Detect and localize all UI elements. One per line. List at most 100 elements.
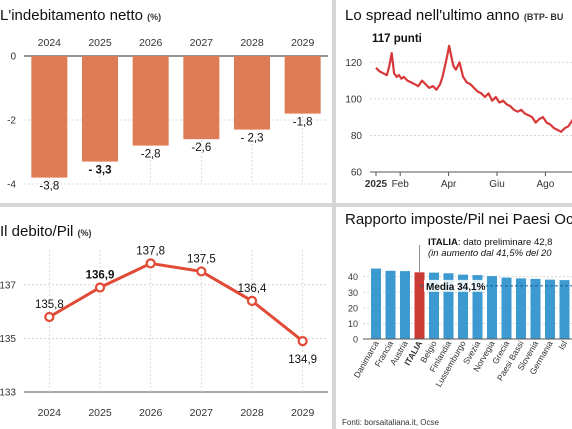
tax-bar: [545, 279, 555, 339]
tax-bar: [472, 275, 483, 339]
debt-value-label: 137,5: [187, 253, 216, 265]
spread-ytick-label: 80: [351, 131, 363, 142]
spread-annotation: 117 punti: [372, 33, 422, 45]
tax-bar: [414, 272, 425, 339]
deficit-category-label: 2029: [291, 37, 315, 49]
deficit-value-label: -2,6: [191, 142, 211, 154]
deficit-title-unit: (%): [147, 12, 162, 22]
spread-xtick-label: Giu: [489, 179, 505, 190]
tax-chart: 010203040DanimarcaFranciaAustriaITALIABe…: [342, 237, 572, 427]
deficit-panel: L'indebitamento netto (%) 0 -2 -4 2024 -3,8 2…: [0, 0, 332, 203]
spread-chart: 60 80 100 120 2025 Feb Apr Giu Ago 117 punti: [345, 33, 572, 190]
tax-panel: Rapporto imposte/Pil nei Paesi Oc 0 10 20 3…: [336, 207, 572, 429]
debt-point: [94, 282, 106, 293]
deficit-category-label: 2025: [88, 37, 112, 49]
spread-ytick-label: 100: [345, 94, 362, 105]
tax-bar: [516, 278, 526, 339]
spread-xtick-label: 2025: [365, 179, 388, 190]
debt-category-label: 2027: [190, 407, 214, 419]
tax-ytick-label: 40: [348, 272, 358, 282]
tax-bar: [400, 271, 410, 339]
deficit-title: L'indebitamento netto (%): [0, 7, 161, 24]
deficit-category-label: 2026: [139, 37, 163, 49]
spread-xtick-label: Ago: [537, 179, 555, 190]
debt-title-text: Il debito/Pil: [0, 223, 74, 240]
debt-point: [44, 311, 55, 323]
spread-series-line: [375, 44, 572, 133]
tax-bar: [385, 270, 396, 339]
tax-source-note: Fonti: borsaitaliana.it, Ocse: [342, 418, 439, 427]
deficit-ytick-label: -2: [7, 116, 16, 127]
deficit-category-label: 2027: [190, 37, 214, 49]
deficit-chart: 0 -2 -4 2024 -3,8 2025 - 3,3 2026 -2,8 2027 -2,6 20…: [7, 37, 328, 193]
deficit-value-label: - 3,3: [88, 165, 111, 177]
deficit-bar: [132, 56, 169, 146]
debt-category-label: 2024: [38, 407, 62, 419]
debt-category-label: 2029: [291, 407, 315, 419]
tax-bar: [501, 277, 512, 339]
debt-point: [246, 295, 258, 307]
debt-panel: Il debito/Pil (%) 137 135 133 2024 2025 2026 2…: [0, 207, 332, 429]
debt-title-unit: (%): [77, 228, 92, 238]
tax-title-text: Rapporto imposte/Pil nei Paesi Oc: [345, 211, 572, 228]
debt-value-label: 136,9: [86, 270, 115, 282]
deficit-title-text: L'indebitamento netto: [0, 7, 143, 24]
debt-category-label: 2025: [88, 407, 112, 419]
spread-title-text: Lo spread nell'ultimo anno: [345, 7, 520, 24]
deficit-value-label: - 2,3: [240, 133, 263, 145]
tax-annotation-line2: (in aumento dal 41,5% del 20: [428, 248, 552, 259]
tax-ytick-label: 10: [348, 319, 358, 329]
deficit-ytick-label: 0: [10, 52, 16, 63]
deficit-value-label: -3,8: [39, 181, 59, 193]
deficit-bar: [82, 56, 118, 162]
deficit-bar: [31, 56, 68, 178]
deficit-bar: [234, 56, 270, 130]
debt-point: [145, 258, 156, 269]
tax-annotation-detail: : dato preliminare 42,8: [458, 237, 553, 248]
tax-bar: [530, 278, 541, 339]
debt-value-label: 137,8: [136, 245, 165, 257]
debt-ytick-label: 133: [0, 388, 16, 399]
tax-ytick-label: 0: [353, 335, 358, 345]
tax-ytick-label: 20: [348, 303, 358, 313]
debt-point: [196, 266, 207, 277]
deficit-bar: [284, 56, 321, 114]
tax-title: Rapporto imposte/Pil nei Paesi Oc: [345, 211, 572, 228]
spread-xtick-label: Feb: [392, 179, 410, 190]
tax-category-label: Isl: [556, 339, 569, 351]
deficit-value-label: -1,8: [293, 117, 313, 129]
tax-bar: [429, 272, 439, 339]
debt-title: Il debito/Pil (%): [0, 223, 92, 240]
deficit-ytick-label: -4: [7, 180, 16, 191]
spread-ytick-label: 60: [351, 168, 363, 179]
tax-bar: [559, 280, 570, 339]
debt-value-label: 134,9: [288, 354, 317, 366]
tax-bar: [443, 273, 454, 339]
debt-category-label: 2028: [240, 407, 264, 419]
deficit-category-label: 2028: [240, 37, 264, 49]
debt-category-label: 2026: [139, 407, 163, 419]
spread-xtick-label: Apr: [441, 179, 457, 190]
tax-mean-label: Media 34,1%: [426, 282, 486, 293]
debt-value-label: 135,8: [35, 299, 64, 311]
debt-chart: 137 135 133 2024 2025 2026 2027 2028 2029 135,8 13…: [0, 245, 328, 419]
tax-bar: [487, 276, 497, 339]
tax-annotation-country: ITALIA: [428, 237, 458, 248]
tax-annotation-line1: ITALIA: dato preliminare 42,8: [428, 237, 552, 248]
spread-title: Lo spread nell'ultimo anno (BTP- BU: [345, 7, 563, 24]
spread-title-unit: (BTP- BU: [523, 12, 564, 22]
debt-series-line: [48, 261, 304, 343]
deficit-value-label: -2,8: [141, 149, 161, 161]
tax-mean-label-bg: [424, 279, 486, 292]
deficit-category-label: 2024: [38, 37, 62, 49]
tax-ytick-label: 30: [348, 288, 358, 298]
debt-ytick-label: 135: [0, 334, 16, 345]
debt-point: [297, 335, 308, 347]
spread-panel: Lo spread nell'ultimo anno (BTP- BU 60 80…: [336, 0, 572, 203]
tax-bar: [458, 274, 468, 339]
debt-ytick-label: 137: [0, 280, 16, 291]
deficit-bar: [183, 56, 220, 140]
spread-ytick-label: 120: [345, 58, 362, 69]
debt-value-label: 136,4: [238, 283, 267, 295]
tax-bar: [371, 268, 381, 339]
